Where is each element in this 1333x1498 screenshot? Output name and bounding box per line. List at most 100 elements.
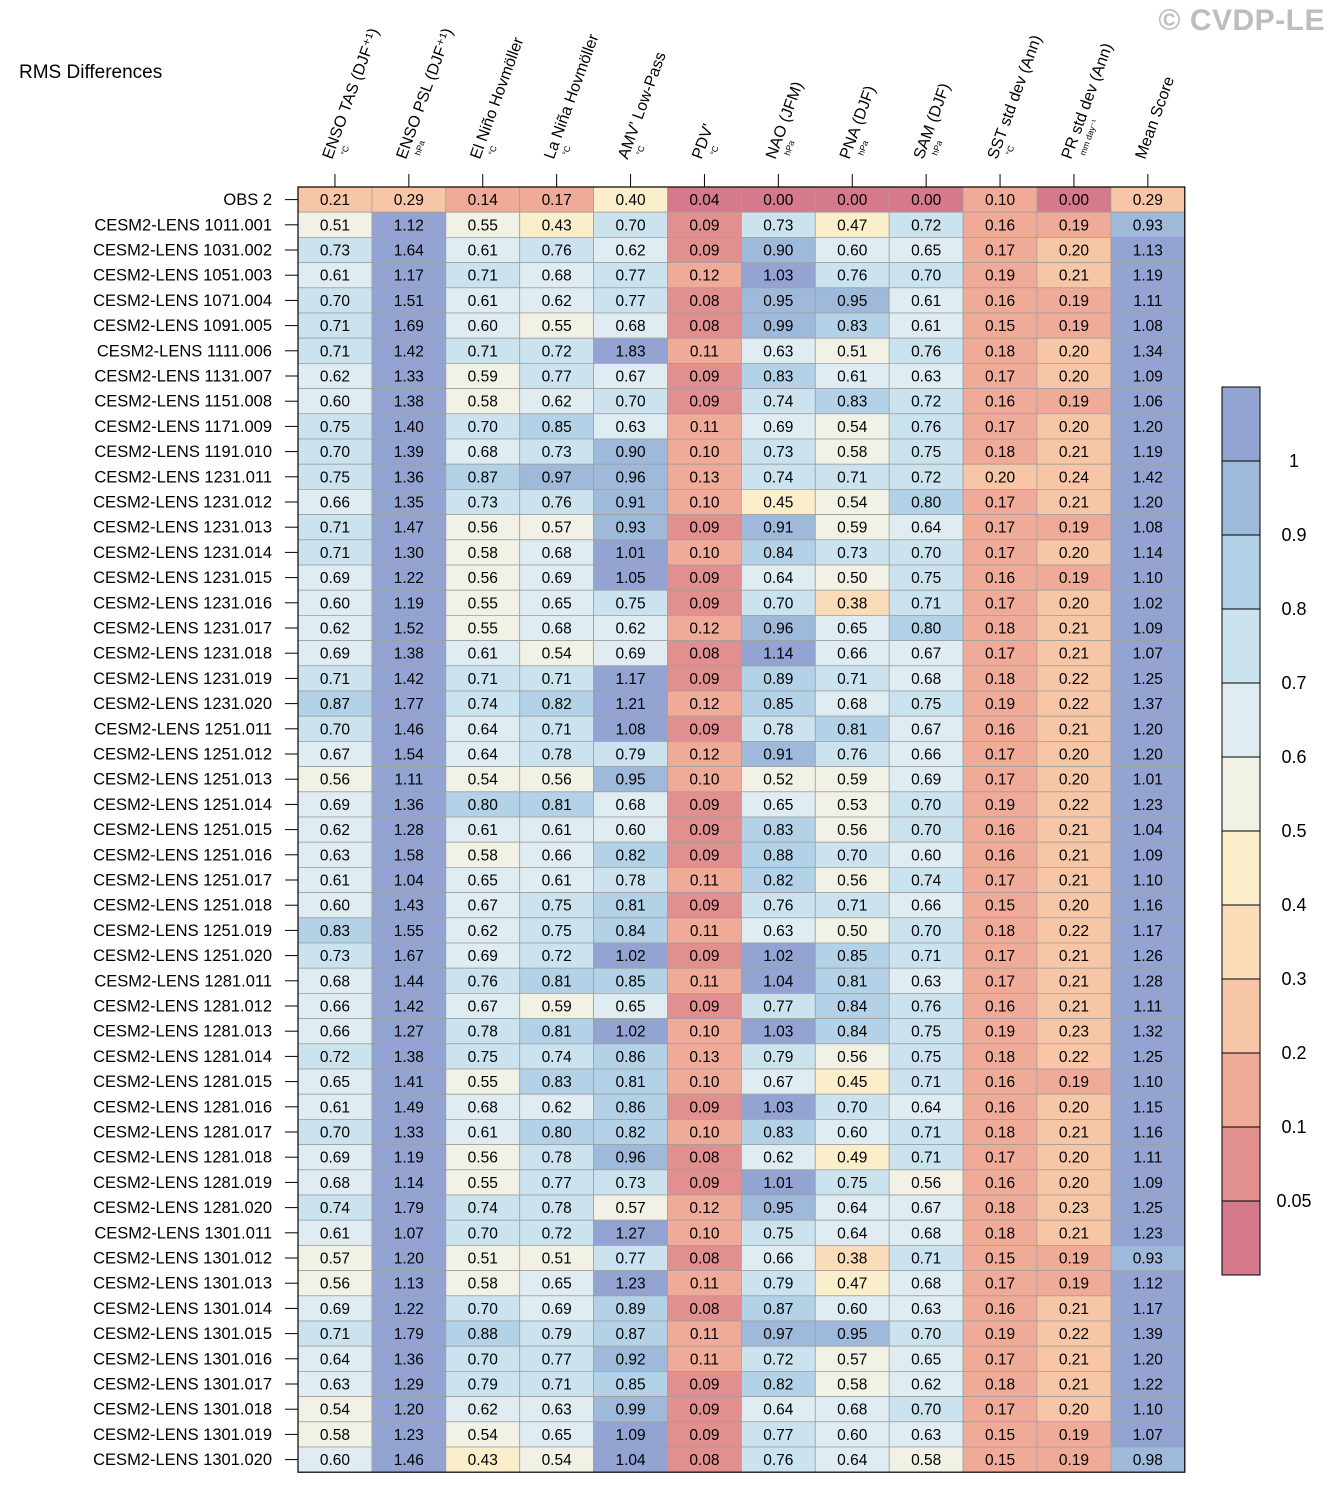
cell-value: 0.67 [320,747,350,764]
heatmap-cell [814,488,890,515]
cell-value: 0.11 [690,873,719,890]
cell-value: 0.08 [689,318,719,335]
cell-value: 0.09 [689,948,719,965]
heatmap-cell [297,1446,373,1473]
cell-value: 1.27 [394,1024,424,1041]
cell-value: 0.85 [837,948,867,965]
cell-value: 0.69 [320,1150,350,1167]
cell-value: 0.90 [763,243,794,260]
cell-value: 0.19 [1059,318,1089,335]
cell-value: 0.09 [689,1427,719,1444]
cell-value: 0.63 [911,973,941,990]
heatmap-cell [1036,514,1112,541]
cell-value: 0.19 [1059,520,1089,537]
cell-value: 1.16 [1133,1125,1163,1142]
heatmap-cell [962,413,1038,440]
cell-value: 0.21 [1059,873,1089,890]
cell-value: 0.81 [837,973,867,990]
row-label: CESM2-LENS 1071.004 [93,292,272,310]
cell-value: 0.22 [1059,1049,1089,1066]
heatmap-cell [1036,1421,1112,1448]
heatmap-cell [519,766,595,793]
heatmap-cell [297,741,373,768]
cell-value: 1.08 [1133,318,1163,335]
cell-value: 1.40 [394,419,425,436]
cell-value: 0.55 [468,1074,498,1091]
heatmap-cell [519,1245,595,1272]
colorbar-segment [1222,1127,1260,1201]
heatmap-cell [741,1270,816,1297]
cell-value: 1.02 [1133,595,1163,612]
cell-value: 0.69 [542,1301,572,1318]
heatmap-cell [297,967,373,994]
cell-value: 0.71 [911,1125,941,1142]
heatmap-cell [1110,1421,1186,1448]
cell-value: 1.35 [394,495,424,512]
heatmap-cell [371,993,447,1020]
heatmap-cell [667,1446,742,1473]
heatmap-cell [667,690,742,717]
cell-value: 1.17 [615,671,645,688]
cell-value: 0.19 [985,696,1015,713]
cell-value: 0.19 [1059,217,1089,234]
cell-value: 1.10 [1133,873,1164,890]
cell-value: 0.21 [1059,973,1089,990]
cell-value: 0.21 [320,192,350,209]
cell-value: 0.19 [985,797,1015,814]
cell-value: 0.63 [320,847,350,864]
heatmap-cell [1036,1446,1112,1473]
cell-value: 0.99 [763,318,793,335]
heatmap-cell [519,1295,595,1322]
cell-value: 0.68 [837,1402,867,1419]
cell-value: 1.07 [394,1225,424,1242]
row-label: CESM2-LENS 1251.014 [93,796,272,814]
cell-value: 0.75 [911,1049,941,1066]
cell-value: 0.61 [468,822,498,839]
cell-value: 0.67 [615,369,645,386]
cell-value: 0.10 [689,1225,720,1242]
cell-value: 0.23 [1059,1200,1089,1217]
cell-value: 0.56 [542,772,572,789]
cell-value: 1.39 [394,444,424,461]
cell-value: 0.90 [615,444,646,461]
cell-value: 0.21 [1059,847,1089,864]
row-label: CESM2-LENS 1281.011 [94,972,272,990]
cell-value: 1.41 [394,1074,424,1091]
heatmap-cell [962,1320,1038,1347]
cell-value: 0.76 [468,973,498,990]
cell-value: 0.17 [985,1402,1015,1419]
heatmap-cell [371,1446,447,1473]
cell-value: 0.64 [837,1452,868,1469]
cell-value: 0.50 [837,570,868,587]
cell-value: 1.17 [1133,923,1163,940]
cell-value: 0.11 [690,1351,719,1368]
heatmap-cell [667,1144,742,1171]
cell-value: 0.65 [911,1351,941,1368]
cell-value: 0.69 [763,419,793,436]
heatmap-cell [1036,892,1112,919]
cell-value: 0.12 [689,621,719,638]
heatmap-cell [814,388,890,415]
cell-value: 1.21 [615,696,645,713]
heatmap-cell [888,1144,964,1171]
heatmap-cell [1036,236,1112,263]
cell-value: 0.73 [320,948,350,965]
cell-value: 0.77 [542,369,572,386]
heatmap-cell [371,1068,447,1095]
cell-value: 1.25 [1133,1200,1163,1217]
cell-value: 0.16 [985,1175,1015,1192]
cell-value: 0.11 [690,923,719,940]
cell-value: 0.62 [468,1402,498,1419]
heatmap-cell [445,715,521,742]
heatmap-cell [962,312,1038,339]
heatmap-cell [814,539,890,566]
cell-value: 0.75 [542,898,572,915]
cell-value: 0.61 [468,243,498,260]
cell-value: 1.36 [394,1351,424,1368]
cell-value: 0.20 [1059,545,1090,562]
cell-value: 0.80 [911,621,942,638]
cell-value: 0.88 [763,847,793,864]
heatmap-cell [297,640,373,667]
cell-value: 0.29 [394,192,424,209]
cell-value: 0.21 [1059,822,1089,839]
